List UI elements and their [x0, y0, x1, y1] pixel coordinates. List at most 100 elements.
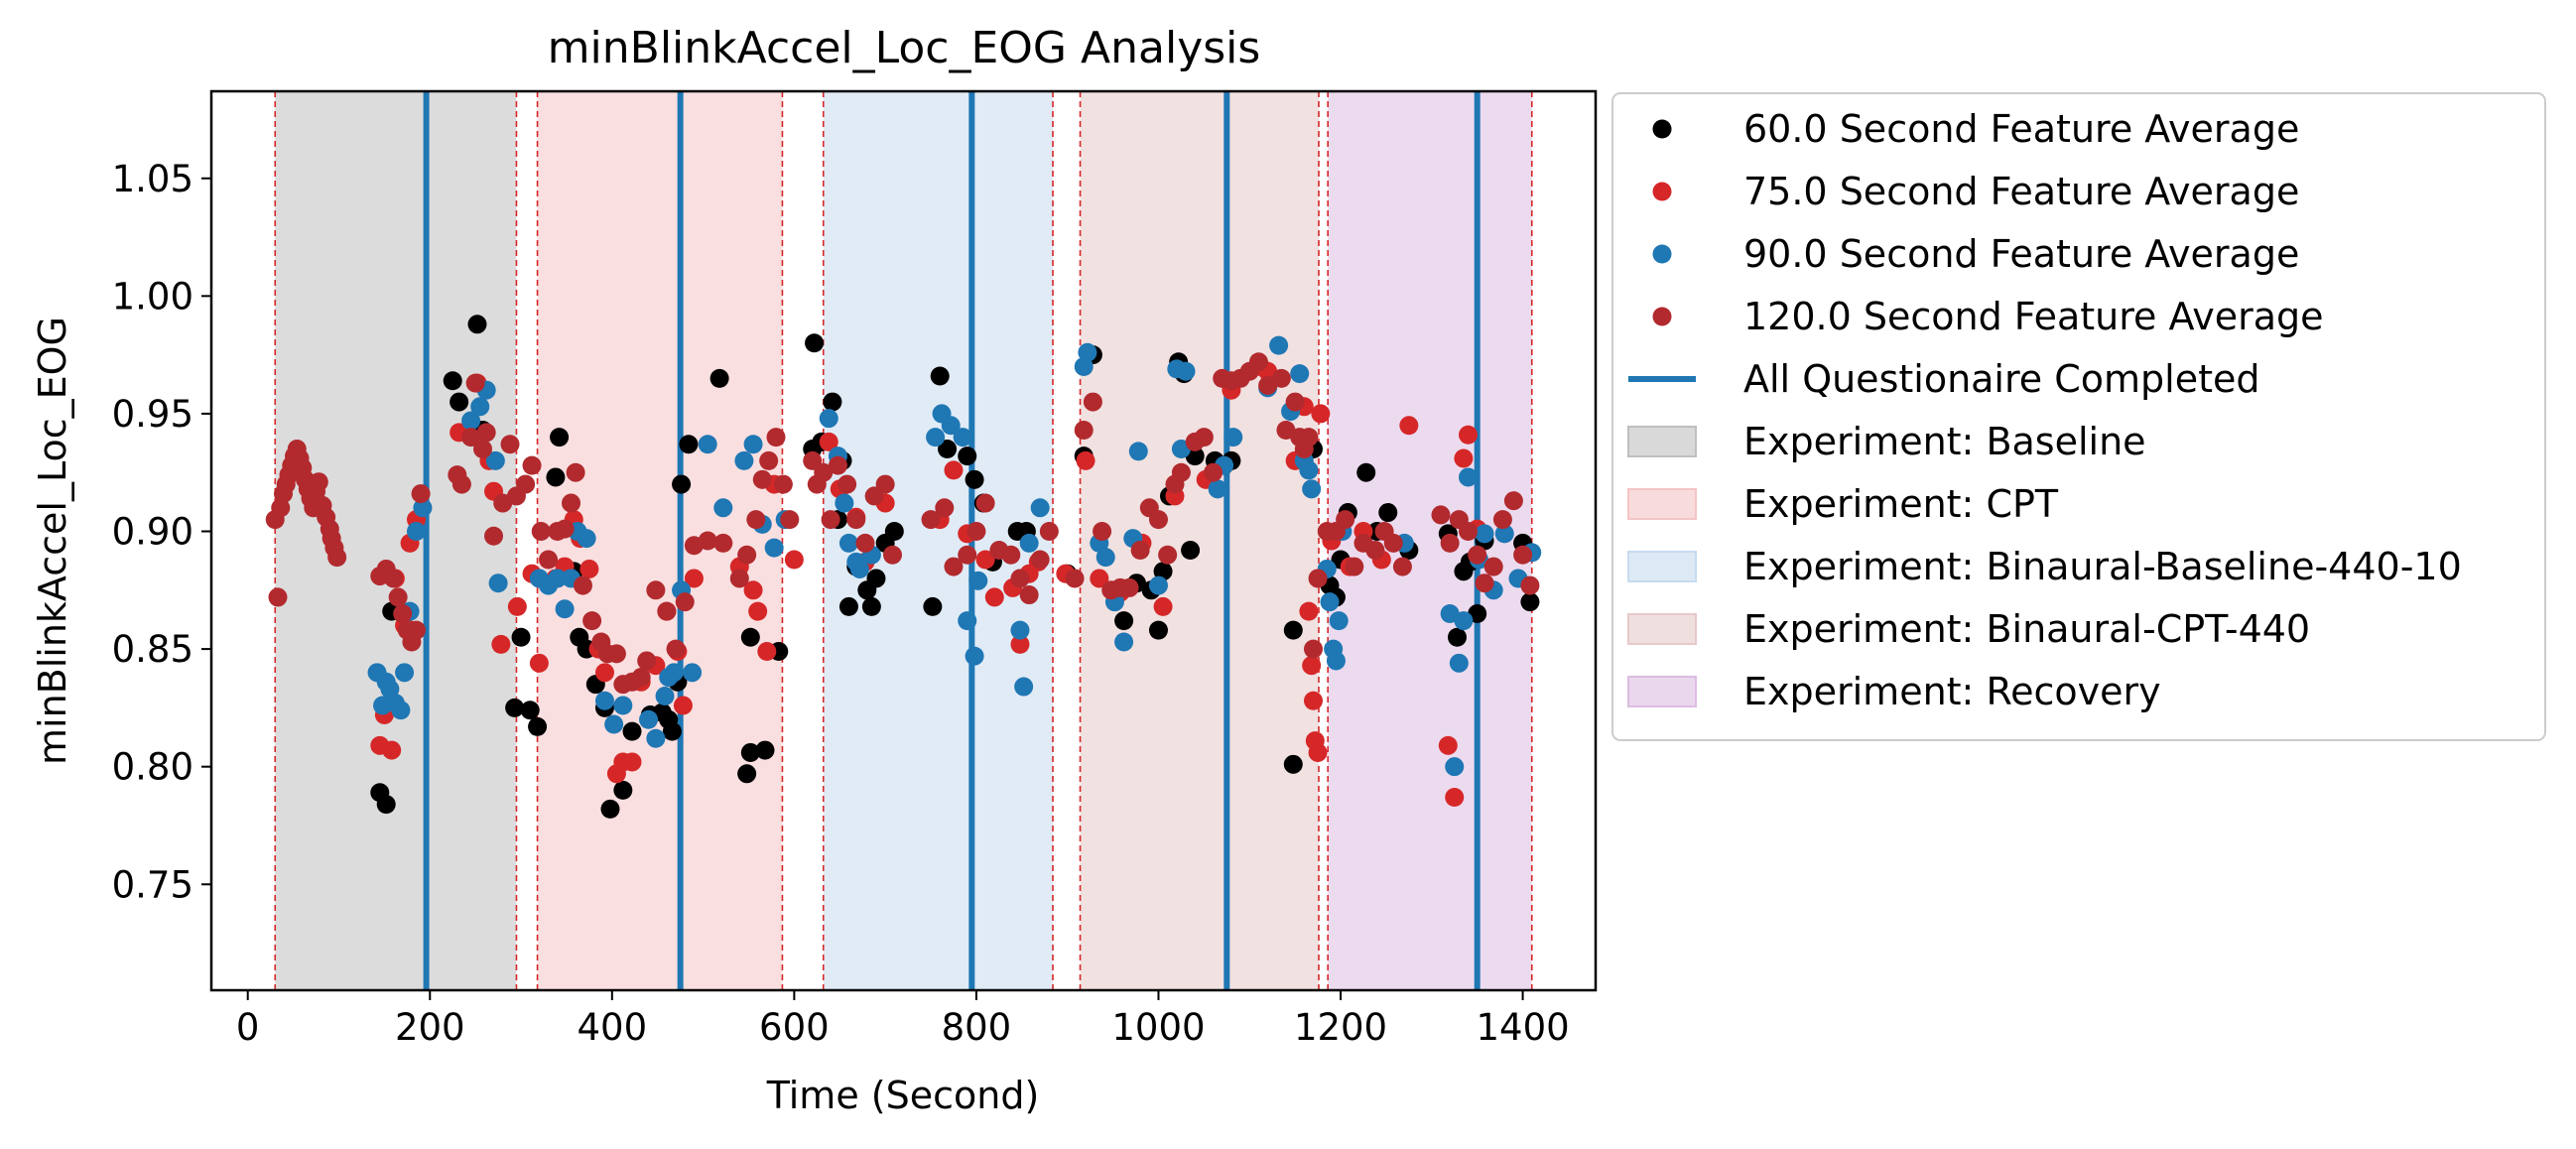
point-s3-31 — [411, 484, 431, 504]
point-s2-22 — [594, 691, 614, 710]
point-s1-30 — [684, 569, 704, 588]
point-s2-77 — [1299, 460, 1319, 480]
point-s1-45 — [975, 550, 995, 570]
legend-label-8: Experiment: Binaural-CPT-440 — [1743, 607, 2310, 651]
point-s2-82 — [1326, 651, 1346, 671]
x-tick-label-1: 200 — [395, 1006, 465, 1049]
legend-label-9: Experiment: Recovery — [1743, 670, 2161, 713]
x-tick-label-7: 1400 — [1476, 1006, 1569, 1049]
point-s2-65 — [1148, 575, 1168, 595]
point-s3-60 — [657, 601, 677, 621]
point-s0-12 — [546, 467, 566, 487]
point-s2-64 — [1128, 442, 1148, 461]
point-s2-83 — [1329, 611, 1349, 631]
chart-title: minBlinkAccel_Loc_EOG Analysis — [548, 23, 1261, 73]
point-s3-35 — [465, 373, 485, 393]
point-s3-40 — [500, 435, 520, 454]
point-s2-9 — [413, 498, 433, 518]
experiment-boundary-lines — [274, 91, 1533, 990]
point-s0-45 — [866, 569, 886, 588]
point-s3-143 — [1492, 510, 1512, 530]
point-s2-26 — [646, 728, 666, 748]
point-s2-52 — [968, 571, 988, 590]
legend-marker-5 — [1627, 426, 1697, 457]
point-s3-139 — [1459, 522, 1479, 542]
legend: 60.0 Second Feature Average 75.0 Second F… — [1611, 92, 2546, 741]
point-s2-92 — [1475, 524, 1494, 544]
point-s0-74 — [1283, 754, 1303, 774]
point-s3-136 — [1431, 505, 1451, 525]
point-s3-22 — [327, 548, 347, 568]
point-s2-54 — [1014, 677, 1034, 697]
point-s1-32 — [743, 580, 763, 600]
point-s0-47 — [884, 522, 904, 542]
point-s1-43 — [944, 460, 964, 480]
point-s3-61 — [666, 639, 686, 659]
point-s2-78 — [1302, 479, 1322, 499]
point-s2-94 — [1494, 524, 1514, 544]
point-s2-35 — [743, 435, 763, 454]
point-s3-98 — [1074, 421, 1094, 441]
point-s0-13 — [550, 428, 570, 447]
point-s0-33 — [755, 740, 775, 760]
data-points — [265, 315, 1542, 819]
point-s3-93 — [1010, 569, 1030, 588]
point-s3-107 — [1158, 545, 1178, 565]
point-s0-28 — [679, 435, 699, 454]
point-s2-75 — [1290, 364, 1310, 384]
point-s2-89 — [1454, 611, 1474, 631]
point-s2-11 — [470, 397, 490, 417]
point-s0-82 — [1378, 503, 1398, 523]
point-s1-64 — [1299, 601, 1319, 621]
point-s2-24 — [613, 696, 633, 715]
point-s3-142 — [1483, 557, 1503, 576]
point-s3-134 — [1383, 533, 1403, 553]
legend-marker-1 — [1652, 182, 1672, 201]
point-s3-100 — [1093, 522, 1112, 542]
point-s3-81 — [855, 533, 875, 553]
point-s1-78 — [1459, 425, 1479, 445]
point-s2-87 — [1445, 757, 1465, 777]
point-s3-125 — [1303, 639, 1323, 659]
point-s2-60 — [1095, 548, 1115, 568]
point-s3-1 — [268, 587, 288, 607]
point-s3-99 — [1083, 392, 1102, 412]
point-s1-11 — [491, 634, 511, 654]
point-s3-84 — [882, 545, 902, 565]
legend-marker-0 — [1652, 119, 1672, 139]
experiment-span-0 — [275, 91, 517, 990]
point-s0-60 — [1114, 611, 1134, 631]
point-s3-141 — [1475, 574, 1494, 593]
point-s2-27 — [655, 687, 675, 706]
point-s3-109 — [1171, 462, 1191, 482]
legend-label-5: Experiment: Baseline — [1743, 420, 2146, 463]
point-s0-29 — [709, 368, 729, 388]
point-s3-27 — [393, 604, 413, 624]
point-s2-56 — [1030, 498, 1050, 518]
point-s3-89 — [966, 522, 986, 542]
point-s3-16 — [309, 472, 328, 492]
legend-label-4: All Questionaire Completed — [1743, 357, 2260, 401]
point-s0-19 — [600, 799, 620, 819]
point-s0-38 — [823, 392, 842, 412]
legend-label-1: 75.0 Second Feature Average — [1743, 170, 2299, 213]
plot-frame — [209, 89, 1598, 992]
point-s3-62 — [675, 592, 695, 612]
point-s3-72 — [773, 474, 793, 494]
point-s3-76 — [814, 462, 834, 482]
point-s2-18 — [555, 599, 575, 619]
point-s1-53 — [1090, 569, 1109, 588]
point-s3-86 — [935, 498, 955, 518]
point-s3-112 — [1204, 462, 1224, 482]
point-s3-68 — [746, 510, 766, 530]
point-s3-88 — [958, 545, 977, 565]
point-s3-26 — [388, 587, 408, 607]
point-s2-41 — [835, 493, 854, 513]
x-axis-label: Time (Second) — [766, 1074, 1040, 1117]
point-s0-36 — [805, 333, 825, 353]
point-s2-58 — [1078, 342, 1097, 362]
experiment-span-3 — [1080, 91, 1319, 990]
point-s1-19 — [580, 559, 599, 578]
point-s3-59 — [646, 580, 666, 600]
